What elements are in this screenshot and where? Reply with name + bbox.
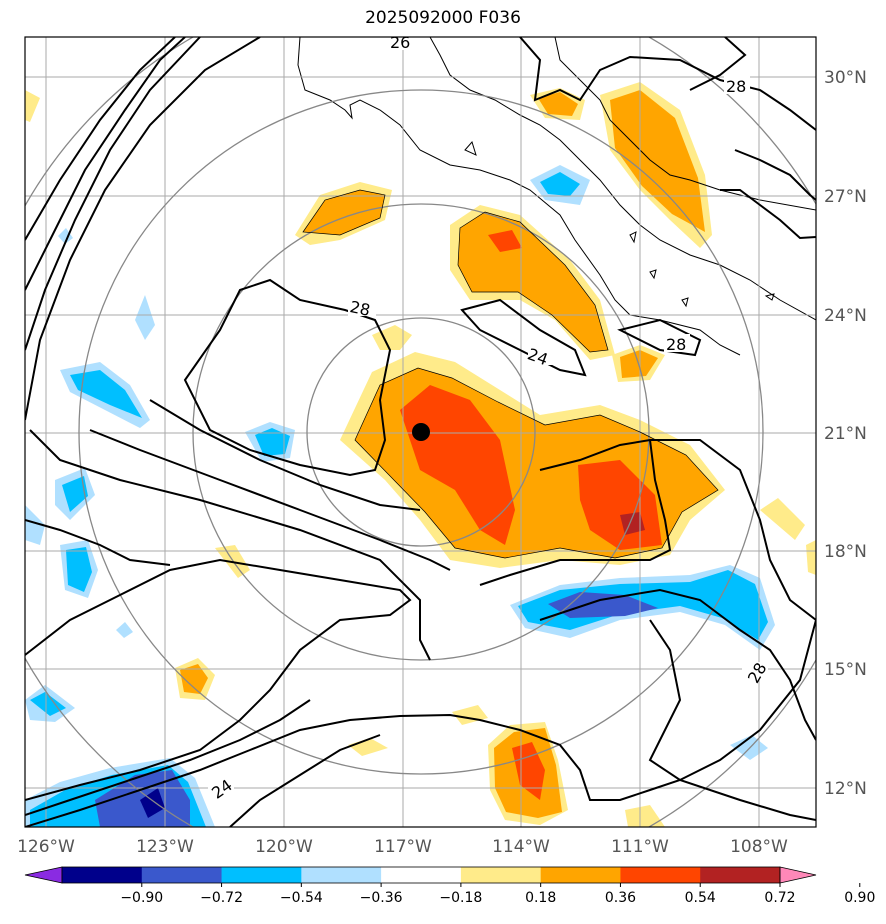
contour-label: 28: [726, 77, 746, 96]
contour-label: 28: [666, 335, 686, 354]
colorbar-segment: [460, 867, 542, 883]
lon-label: 120°W: [255, 837, 313, 857]
colorbar-tick-label: −0.90: [120, 890, 163, 906]
shading-outlines: [302, 189, 719, 559]
negative-anomaly-blob: [30, 692, 66, 716]
negative-anomaly-blob: [116, 622, 133, 638]
colorbar-tick-label: 0.36: [605, 890, 636, 906]
negative-anomaly-blob: [58, 228, 73, 244]
lat-label: 12°N: [824, 779, 867, 799]
colorbar-segment: [62, 867, 143, 883]
colorbar-tick-label: −0.36: [360, 890, 403, 906]
lon-label: 117°W: [374, 837, 432, 857]
colorbar-tick-label: 0.18: [525, 890, 556, 906]
colorbar-extend-high: [779, 866, 817, 884]
positive-anomaly-blob: [538, 92, 578, 116]
negative-anomaly-blob: [25, 505, 45, 545]
negative-anomaly-blob: [548, 592, 658, 618]
positive-anomaly-blob: [806, 540, 816, 575]
positive-anomaly-blob: [303, 190, 385, 235]
negative-anomaly-blob: [540, 172, 580, 196]
lat-label: 21°N: [824, 424, 867, 444]
colorbar-tick-label: 0.54: [685, 890, 716, 906]
colorbar-tick-label: −0.18: [439, 890, 482, 906]
positive-anomaly-blob: [610, 90, 705, 232]
colorbar-segment: [301, 867, 382, 883]
positive-anomaly-blob: [625, 805, 665, 827]
lon-label: 108°W: [730, 837, 788, 857]
positive-anomaly-blob: [25, 90, 40, 122]
colorbar-segment: [620, 867, 701, 883]
colorbar-tick-label: 0.72: [764, 890, 795, 906]
lat-label: 15°N: [824, 660, 867, 680]
negative-anomaly-blob: [135, 295, 155, 340]
colorbar: −0.90 −0.72 −0.54 −0.36 −0.18 0.18 0.36 0.54 0.7…: [24, 866, 875, 906]
longitude-labels: 126°W 123°W 120°W 117°W 114°W 111°W 108°…: [17, 837, 788, 857]
map-frame: [24, 36, 817, 828]
negative-anomaly-blob: [255, 428, 290, 456]
colorbar-tick-label: −0.54: [280, 890, 323, 906]
negative-anomaly-blob: [140, 788, 165, 818]
lon-label: 123°W: [136, 837, 194, 857]
storm-center-marker: [412, 423, 430, 441]
lon-label: 111°W: [611, 837, 669, 857]
colorbar-segment: [700, 867, 781, 883]
positive-anomaly-blob: [458, 212, 608, 352]
colorbar-tick-label: −0.72: [200, 890, 243, 906]
positive-anomaly-blob: [512, 742, 545, 800]
positive-anomaly-blob: [620, 512, 645, 535]
colorbar-frame: [61, 866, 781, 884]
negative-anomaly-blob: [66, 547, 92, 592]
latitude-labels: 30°N 27°N 24°N 21°N 18°N 15°N 12°N: [824, 68, 867, 799]
positive-anomaly-blob: [488, 230, 522, 252]
contour-lines: [25, 37, 816, 827]
positive-anomaly-blob: [372, 325, 412, 350]
lat-label: 24°N: [824, 306, 867, 326]
colorbar-segment: [141, 867, 223, 883]
lon-label: 126°W: [17, 837, 75, 857]
negative-anomaly-blob: [62, 476, 88, 512]
positive-anomaly-blob: [348, 738, 388, 756]
negative-anomaly-blob: [70, 370, 142, 418]
contour-label: 28: [348, 297, 372, 320]
positive-anomaly-blob: [760, 498, 805, 540]
colorbar-segment: [221, 867, 302, 883]
colorbar-segment: [540, 867, 621, 883]
positive-anomaly-blob: [452, 705, 488, 725]
positive-anomaly-blob: [355, 368, 718, 558]
contour-label: 26: [390, 33, 410, 52]
range-rings: [25, 37, 816, 827]
plot-area: 26 28 28 28 24 28 24: [25, 33, 816, 827]
map-title: 2025092000 F036: [365, 8, 521, 28]
lon-label: 114°W: [492, 837, 550, 857]
lat-label: 18°N: [824, 542, 867, 562]
colorbar-extend-low: [24, 866, 63, 884]
lat-label: 30°N: [824, 68, 867, 88]
lat-label: 27°N: [824, 187, 867, 207]
colorbar-tick-label: 0.90: [844, 890, 875, 906]
positive-anomaly-blob: [400, 385, 515, 545]
colorbar-segment: [381, 867, 462, 883]
positive-anomaly-blob: [180, 664, 208, 694]
